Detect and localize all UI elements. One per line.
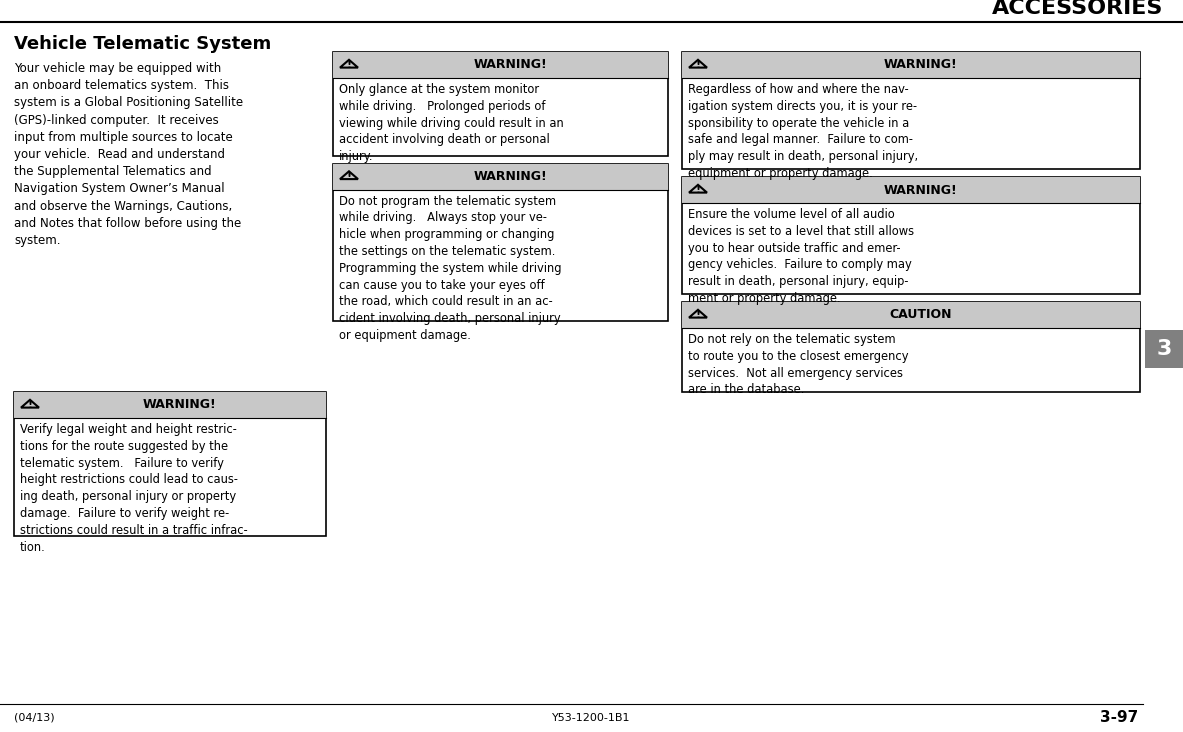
Bar — [332, 163, 668, 190]
Text: WARNING!: WARNING! — [143, 398, 216, 411]
Bar — [683, 302, 1140, 328]
Text: !: ! — [347, 60, 351, 70]
Text: WARNING!: WARNING! — [884, 59, 958, 72]
Text: 3: 3 — [1156, 339, 1171, 359]
Text: Verify legal weight and height restric-
tions for the route suggested by the
tel: Verify legal weight and height restric- … — [20, 423, 247, 553]
Text: ACCESSORIES: ACCESSORIES — [991, 0, 1163, 18]
Text: !: ! — [347, 172, 351, 182]
Bar — [683, 177, 1140, 203]
Bar — [683, 177, 1140, 294]
Text: Ensure the volume level of all audio
devices is set to a level that still allows: Ensure the volume level of all audio dev… — [689, 208, 914, 305]
Text: !: ! — [696, 185, 700, 195]
Bar — [683, 302, 1140, 392]
Text: (04/13): (04/13) — [14, 713, 54, 723]
Text: Do not program the telematic system
while driving.   Always stop your ve-
hicle : Do not program the telematic system whil… — [340, 195, 562, 342]
Text: !: ! — [27, 400, 33, 410]
Text: !: ! — [696, 60, 700, 70]
Bar — [683, 52, 1140, 78]
Text: Y53-1200-1B1: Y53-1200-1B1 — [552, 713, 631, 723]
Bar — [332, 52, 668, 78]
Text: 3-97: 3-97 — [1100, 711, 1138, 725]
Text: Do not rely on the telematic system
to route you to the closest emergency
servic: Do not rely on the telematic system to r… — [689, 333, 909, 397]
Text: WARNING!: WARNING! — [473, 170, 548, 183]
Text: !: ! — [696, 310, 700, 321]
Bar — [14, 392, 327, 536]
Text: WARNING!: WARNING! — [473, 59, 548, 72]
Text: Only glance at the system monitor
while driving.   Prolonged periods of
viewing : Only glance at the system monitor while … — [340, 83, 564, 163]
Text: Your vehicle may be equipped with
an onboard telematics system.  This
system is : Your vehicle may be equipped with an onb… — [14, 62, 244, 247]
Text: WARNING!: WARNING! — [884, 184, 958, 196]
Bar — [332, 52, 668, 155]
Bar — [683, 52, 1140, 169]
Text: Regardless of how and where the nav-
igation system directs you, it is your re-
: Regardless of how and where the nav- iga… — [689, 83, 918, 180]
Bar — [1145, 330, 1183, 368]
Text: CAUTION: CAUTION — [890, 308, 952, 321]
Text: Vehicle Telematic System: Vehicle Telematic System — [14, 35, 271, 53]
Bar — [14, 392, 327, 418]
Bar — [332, 163, 668, 321]
